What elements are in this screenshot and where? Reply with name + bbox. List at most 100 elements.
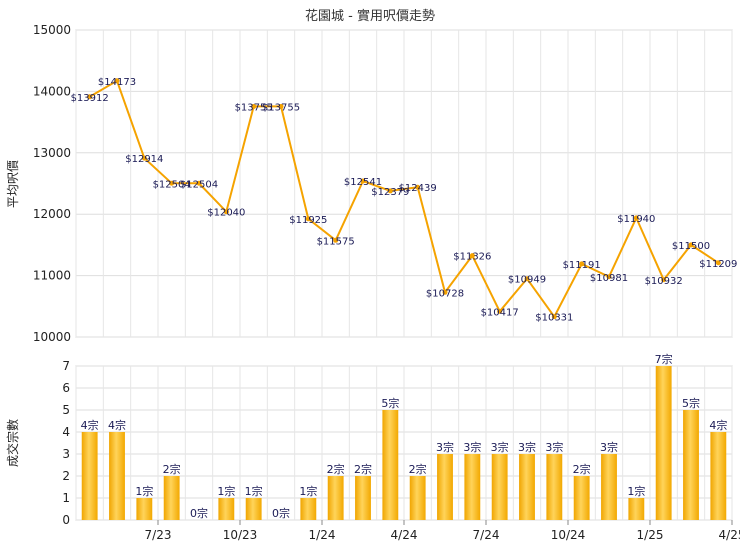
count-bar xyxy=(355,476,371,520)
price-y-tick-label: 14000 xyxy=(33,84,71,98)
price-data-label: $10728 xyxy=(426,288,464,299)
price-data-label: $10331 xyxy=(535,313,573,324)
x-tick-label: 4/25 xyxy=(719,528,740,542)
price-point xyxy=(633,215,639,221)
count-data-label: 1宗 xyxy=(627,484,645,498)
price-data-label: $11925 xyxy=(289,215,327,226)
price-data-label: $10417 xyxy=(481,307,519,318)
x-tick-label: 1/25 xyxy=(637,528,664,542)
count-bar xyxy=(109,432,125,520)
price-data-label: $12914 xyxy=(125,154,163,165)
count-y-tick-label: 0 xyxy=(62,513,70,527)
price-y-axis-label: 平均呎價 xyxy=(6,160,20,208)
count-y-tick-label: 2 xyxy=(62,469,70,483)
count-bar xyxy=(683,410,699,520)
price-point xyxy=(333,237,339,243)
price-point xyxy=(715,260,721,266)
count-bar xyxy=(601,454,617,520)
count-bar xyxy=(409,476,426,520)
count-y-axis-label: 成交宗數 xyxy=(5,419,20,467)
count-bar xyxy=(245,498,262,520)
price-data-label: $14173 xyxy=(98,77,136,88)
price-data-label: $11209 xyxy=(699,259,737,270)
price-data-label: $11940 xyxy=(617,214,655,225)
price-point xyxy=(415,184,421,190)
price-data-label: $11326 xyxy=(453,252,491,263)
count-bar xyxy=(81,432,98,520)
price-data-label: $12504 xyxy=(180,179,218,190)
price-point xyxy=(579,261,585,267)
price-point xyxy=(278,103,284,109)
price-data-label: $12379 xyxy=(371,187,409,198)
count-data-label: 1宗 xyxy=(245,484,263,498)
count-bar xyxy=(546,454,563,520)
count-data-label: 1宗 xyxy=(135,484,153,498)
count-data-label: 0宗 xyxy=(272,506,290,520)
price-point xyxy=(87,94,93,100)
count-data-labels: 4宗 4宗 1宗 2宗 0宗 1宗 1宗 0宗 1宗 2宗 2宗 5宗 2宗 3宗 3宗 3宗 3宗 3宗 2宗 3宗… xyxy=(81,352,728,520)
price-points xyxy=(87,78,721,320)
price-point xyxy=(606,274,612,280)
count-bar xyxy=(710,432,727,520)
price-data-label: $12040 xyxy=(207,208,245,219)
count-data-label: 5宗 xyxy=(381,396,399,410)
count-bar xyxy=(464,454,481,520)
price-data-label: $12439 xyxy=(399,183,437,194)
price-point xyxy=(524,276,530,282)
price-point xyxy=(360,178,366,184)
x-tick-label: 1/24 xyxy=(309,528,336,542)
chart-title: 花園城 - 實用呎價走勢 xyxy=(305,8,435,24)
price-data-label: $11575 xyxy=(317,236,355,247)
count-bar xyxy=(573,476,590,520)
price-point xyxy=(661,277,667,283)
count-data-label: 2宗 xyxy=(573,462,591,476)
price-data-label: $11500 xyxy=(672,241,710,252)
count-data-label: 1宗 xyxy=(299,484,317,498)
price-data-label: $11191 xyxy=(563,260,601,271)
price-data-label: $13755 xyxy=(262,102,300,113)
price-line-panel: 10000 11000 12000 13000 14000 15000 平均呎價 $139… xyxy=(6,23,737,344)
count-bar xyxy=(491,454,508,520)
count-bars xyxy=(81,366,727,520)
price-y-tick-label: 13000 xyxy=(33,146,71,160)
price-grid xyxy=(75,29,733,338)
price-point xyxy=(141,155,147,161)
x-tick-label: 4/24 xyxy=(391,528,418,542)
price-series-line xyxy=(89,79,719,319)
price-point xyxy=(196,180,202,186)
price-y-ticks: 10000 11000 12000 13000 14000 15000 xyxy=(33,23,71,344)
price-data-label: $13912 xyxy=(71,93,109,104)
count-data-label: 4宗 xyxy=(81,418,99,432)
count-y-tick-label: 6 xyxy=(62,381,70,395)
price-y-tick-label: 15000 xyxy=(33,23,71,37)
x-tick-label: 7/23 xyxy=(145,528,172,542)
count-bar xyxy=(382,410,399,520)
price-point xyxy=(497,308,503,314)
price-y-tick-label: 10000 xyxy=(33,330,71,344)
count-bar xyxy=(437,454,453,520)
count-bar xyxy=(628,498,645,520)
count-bar xyxy=(163,476,180,520)
count-y-tick-label: 1 xyxy=(62,491,70,505)
count-data-label: 2宗 xyxy=(163,462,181,476)
price-data-label: $10981 xyxy=(590,273,628,284)
price-y-tick-label: 12000 xyxy=(33,207,71,221)
count-data-label: 3宗 xyxy=(518,440,536,454)
price-point xyxy=(688,242,694,248)
count-y-tick-label: 5 xyxy=(62,403,70,417)
count-y-tick-label: 4 xyxy=(62,425,70,439)
count-bar xyxy=(327,476,344,520)
count-bar-panel: 0 1 2 3 4 5 6 7 成交宗數 4宗 4宗 1宗 2宗 0宗 1宗 1宗 0宗 1宗 2宗 2宗 5宗 2宗… xyxy=(5,352,740,542)
count-bar xyxy=(136,498,153,520)
count-bar xyxy=(519,454,535,520)
count-data-label: 0宗 xyxy=(190,506,208,520)
count-data-label: 2宗 xyxy=(327,462,345,476)
count-bar xyxy=(300,498,317,520)
count-data-label: 5宗 xyxy=(682,396,700,410)
x-axis-ticks: 7/23 10/23 1/24 4/24 7/24 10/24 1/25 4/25 xyxy=(145,520,740,542)
price-point xyxy=(469,253,475,259)
x-tick-label: 10/24 xyxy=(551,528,586,542)
x-tick-label: 7/24 xyxy=(473,528,500,542)
x-tick-label: 10/23 xyxy=(223,528,258,542)
